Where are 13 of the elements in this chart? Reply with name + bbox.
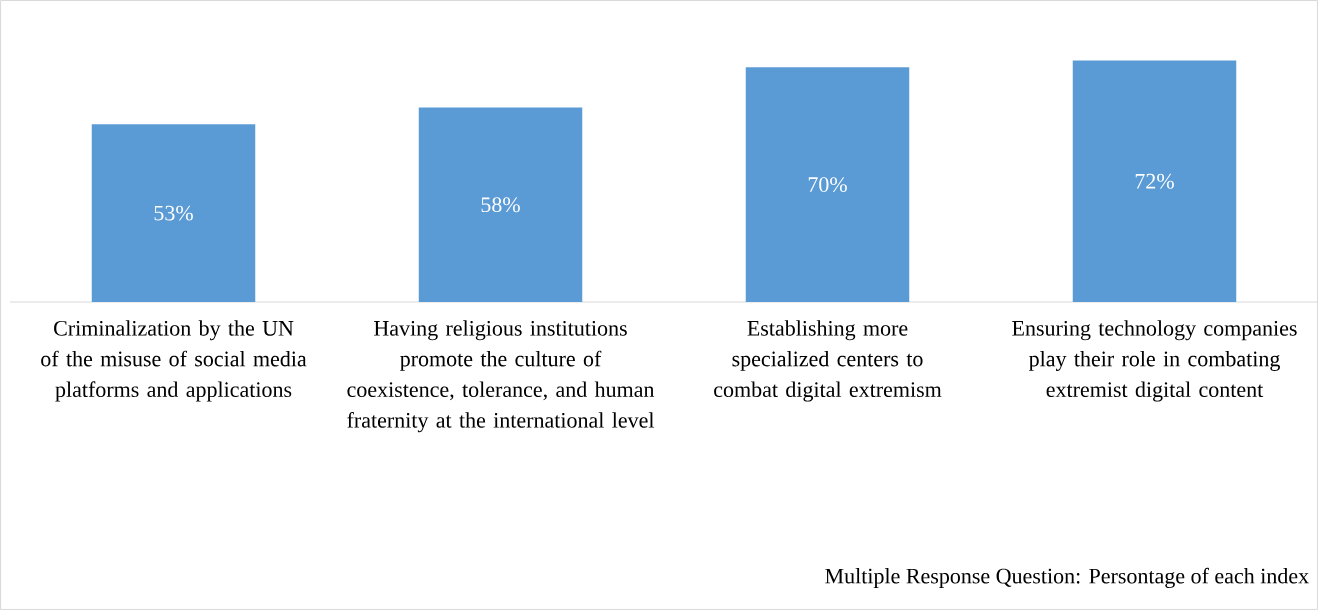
x-tick-label: Ensuring technology companies play their role in combating extremist digital content — [1012, 320, 1297, 402]
data-label: 58% — [481, 197, 520, 213]
data-label: 53% — [154, 205, 193, 221]
bar — [418, 107, 583, 302]
data-label: 70% — [808, 177, 847, 193]
data-label: 72% — [1135, 173, 1174, 189]
bar — [91, 124, 256, 302]
text: Multiple Response Question: Persontage of each index — [825, 567, 1309, 589]
x-tick-label: Criminalization by the UN of the misuse of social media platforms and applications — [41, 320, 307, 402]
bar — [1072, 60, 1237, 302]
x-tick-label: Having religious institutions promote the culture of coexistence, tolerance, and human fraternity at the international level — [347, 320, 655, 433]
x-tick-label: Establishing more specialized centers to combat digital extremism — [714, 320, 942, 402]
bar — [745, 67, 910, 302]
